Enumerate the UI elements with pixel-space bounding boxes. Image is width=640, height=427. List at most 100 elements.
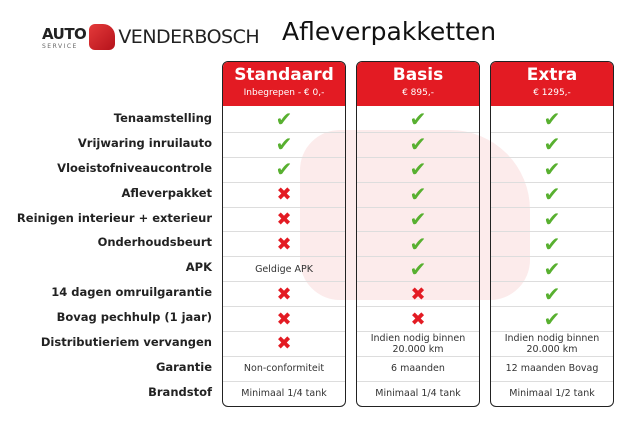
logo-service: SERVICE bbox=[42, 43, 78, 50]
check-icon: ✔ bbox=[409, 132, 427, 157]
package-header: Extra € 1295,- bbox=[491, 62, 613, 106]
check-icon: ✔ bbox=[275, 132, 293, 157]
check-icon: ✔ bbox=[275, 157, 293, 182]
cross-icon: ✖ bbox=[276, 283, 292, 305]
cell-value: Non-conformiteit bbox=[243, 363, 325, 375]
feature-label: Onderhoudsbeurt bbox=[97, 235, 212, 250]
check-icon: ✔ bbox=[543, 306, 561, 331]
cell-excluded: ✖ bbox=[223, 306, 345, 331]
feature-label: Vloeistofniveaucontrole bbox=[57, 160, 212, 175]
cell-included: ✔ bbox=[491, 256, 613, 281]
check-icon: ✔ bbox=[409, 157, 427, 182]
cross-icon: ✖ bbox=[410, 308, 426, 330]
check-icon: ✔ bbox=[409, 207, 427, 231]
cell-value: 6 maanden bbox=[391, 363, 445, 375]
check-icon: ✔ bbox=[543, 106, 561, 131]
logo-road-icon bbox=[89, 24, 116, 50]
check-icon: ✔ bbox=[543, 207, 561, 231]
check-icon: ✔ bbox=[409, 231, 427, 256]
cell-excluded: ✖ bbox=[357, 306, 479, 331]
cell-text: Indien nodig binnen 20.000 km bbox=[491, 331, 613, 356]
package-price: Inbegrepen - € 0,- bbox=[243, 88, 325, 98]
cell-value: Indien nodig binnen 20.000 km bbox=[370, 332, 466, 355]
feature-label: Garantie bbox=[155, 359, 212, 374]
logo: AUTO SERVICE VENDERBOSCH bbox=[42, 22, 260, 52]
check-icon: ✔ bbox=[409, 106, 427, 131]
cell-text: Non-conformiteit bbox=[223, 355, 345, 381]
package-header: Basis € 895,- bbox=[357, 62, 479, 106]
cell-included: ✔ bbox=[491, 206, 613, 232]
cross-icon: ✖ bbox=[410, 283, 426, 305]
cell-included: ✔ bbox=[223, 156, 345, 182]
check-icon: ✔ bbox=[275, 106, 293, 131]
cell-included: ✔ bbox=[223, 131, 345, 157]
cell-text: 12 maanden Bovag bbox=[491, 355, 613, 381]
cell-value: 12 maanden Bovag bbox=[505, 363, 599, 375]
check-icon: ✔ bbox=[543, 182, 561, 207]
cell-value: Geldige APK bbox=[255, 263, 313, 275]
cell-excluded: ✖ bbox=[223, 206, 345, 232]
cell-value: Minimaal 1/4 tank bbox=[241, 388, 327, 400]
cell-included: ✔ bbox=[223, 107, 345, 132]
cell-included: ✔ bbox=[357, 206, 479, 232]
cell-included: ✔ bbox=[357, 181, 479, 207]
feature-label: Distributieriem vervangen bbox=[40, 335, 212, 350]
cell-excluded: ✖ bbox=[223, 331, 345, 356]
feature-labels: Tenaamstelling Vrijwaring inruilauto Vloei… bbox=[17, 106, 212, 405]
package-name: Standaard bbox=[234, 65, 334, 85]
cell-included: ✔ bbox=[357, 156, 479, 182]
cell-text: Minimaal 1/2 tank bbox=[491, 380, 613, 406]
cell-text: Minimaal 1/4 tank bbox=[357, 380, 479, 406]
package-name: Extra bbox=[526, 65, 578, 85]
feature-label: Tenaamstelling bbox=[113, 111, 212, 125]
cell-included: ✔ bbox=[491, 156, 613, 182]
cell-value: Indien nodig binnen 20.000 km bbox=[504, 332, 600, 355]
logo-brand: VENDERBOSCH bbox=[118, 26, 260, 48]
check-icon: ✔ bbox=[409, 256, 427, 281]
cell-included: ✔ bbox=[491, 231, 613, 256]
feature-label: Vrijwaring inruilauto bbox=[77, 135, 212, 150]
check-icon: ✔ bbox=[543, 281, 561, 306]
package-column-extra: Extra € 1295,- ✔ ✔ ✔ ✔ ✔ ✔ ✔ ✔ ✔ Indien nodig binne… bbox=[490, 61, 614, 407]
package-column-basis: Basis € 895,- ✔ ✔ ✔ ✔ ✔ ✔ ✔ ✖ ✖ Indien nodig binnen… bbox=[356, 61, 480, 407]
cell-excluded: ✖ bbox=[357, 281, 479, 306]
package-name: Basis bbox=[392, 65, 444, 85]
cell-value: Minimaal 1/4 tank bbox=[375, 388, 461, 400]
cell-included: ✔ bbox=[491, 281, 613, 306]
check-icon: ✔ bbox=[409, 182, 427, 207]
cell-excluded: ✖ bbox=[223, 231, 345, 256]
cell-text: Geldige APK bbox=[223, 256, 345, 281]
feature-label: Afleverpakket bbox=[121, 185, 212, 200]
package-header: Standaard Inbegrepen - € 0,- bbox=[223, 62, 345, 106]
cross-icon: ✖ bbox=[276, 184, 292, 206]
cell-included: ✔ bbox=[357, 231, 479, 256]
package-price: € 895,- bbox=[402, 88, 434, 98]
cell-text: 6 maanden bbox=[357, 355, 479, 381]
cell-included: ✔ bbox=[491, 306, 613, 331]
logo-auto: AUTO bbox=[42, 25, 87, 43]
watermark-logo bbox=[300, 130, 530, 300]
cell-excluded: ✖ bbox=[223, 281, 345, 306]
cell-included: ✔ bbox=[491, 181, 613, 207]
feature-label: Bovag pechhulp (1 jaar) bbox=[56, 310, 212, 325]
cell-included: ✔ bbox=[357, 131, 479, 157]
check-icon: ✔ bbox=[543, 157, 561, 182]
cell-included: ✔ bbox=[357, 256, 479, 281]
cell-value: Minimaal 1/2 tank bbox=[509, 388, 595, 400]
cell-text: Indien nodig binnen 20.000 km bbox=[357, 331, 479, 356]
feature-label: Brandstof bbox=[148, 384, 212, 399]
cell-included: ✔ bbox=[491, 107, 613, 132]
feature-label: Reinigen interieur + exterieur bbox=[16, 210, 212, 225]
package-column-standaard: Standaard Inbegrepen - € 0,- ✔ ✔ ✔ ✖ ✖ ✖ Geldige… bbox=[222, 61, 346, 407]
package-price: € 1295,- bbox=[533, 88, 571, 98]
cell-included: ✔ bbox=[357, 107, 479, 132]
check-icon: ✔ bbox=[543, 231, 561, 256]
cell-included: ✔ bbox=[491, 131, 613, 157]
feature-label: APK bbox=[185, 260, 212, 275]
cross-icon: ✖ bbox=[276, 233, 292, 255]
feature-label: 14 dagen omruilgarantie bbox=[51, 285, 212, 300]
cell-text: Minimaal 1/4 tank bbox=[223, 380, 345, 406]
check-icon: ✔ bbox=[543, 132, 561, 157]
page-title: Afleverpakketten bbox=[282, 17, 497, 46]
cross-icon: ✖ bbox=[276, 209, 292, 230]
